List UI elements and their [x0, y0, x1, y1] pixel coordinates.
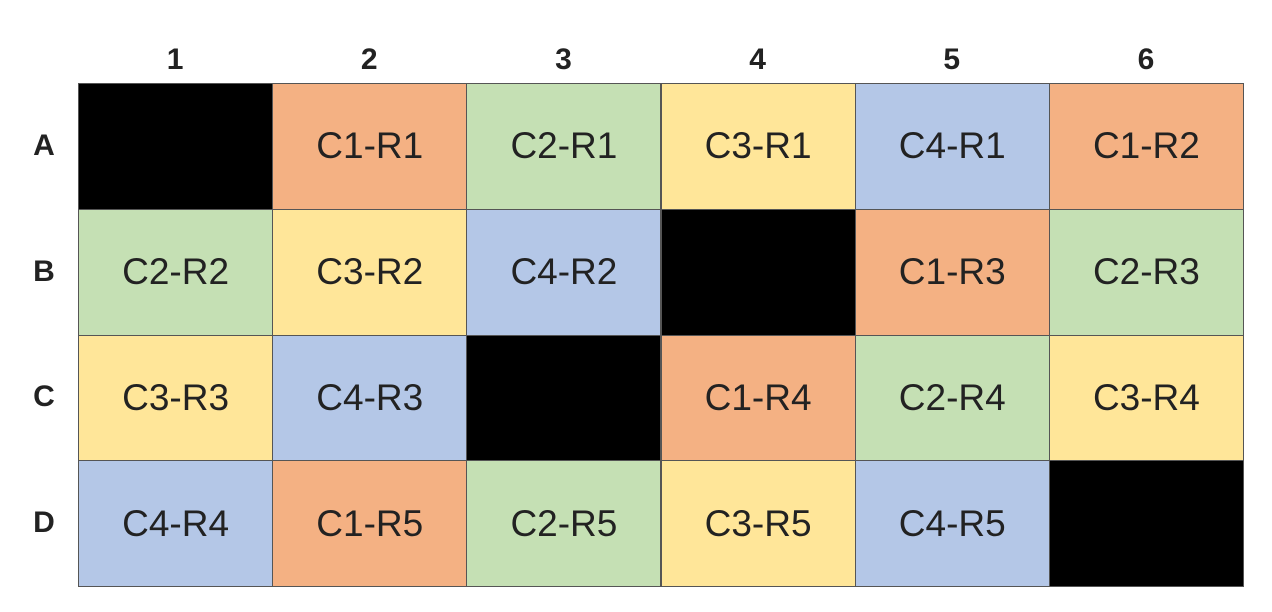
grid-cell: C3-R5 — [660, 460, 856, 587]
row-header: D — [33, 506, 55, 540]
column-header: 5 — [943, 43, 961, 76]
grid-cell: C4-R1 — [854, 83, 1050, 210]
column-header: 1 — [166, 43, 184, 76]
grid-cell — [466, 334, 662, 462]
grid-cell: C1-R3 — [854, 208, 1050, 336]
grid-cell: C4-R3 — [272, 334, 468, 462]
grid-cell: C2-R4 — [854, 334, 1050, 462]
grid-cell: C1-R1 — [272, 83, 468, 210]
grid-cell: C3-R3 — [78, 334, 274, 462]
grid-cell: C2-R3 — [1048, 208, 1244, 336]
grid-cell: C1-R5 — [272, 460, 468, 587]
column-header: 3 — [555, 43, 572, 76]
grid-cell — [78, 83, 274, 210]
grid-cell: C3-R2 — [272, 208, 468, 336]
grid-cell: C4-R2 — [466, 208, 662, 336]
column-header: 6 — [1137, 43, 1155, 76]
row-header: A — [33, 128, 55, 162]
grid-cell — [1048, 460, 1244, 587]
grid-cell: C1-R4 — [660, 334, 856, 462]
row-header: B — [33, 254, 55, 288]
grid-cell — [660, 208, 856, 336]
column-header: 4 — [749, 43, 766, 76]
grid-cell: C1-R2 — [1048, 83, 1244, 210]
grid-cell: C2-R2 — [78, 208, 274, 336]
grid-cell: C4-R5 — [854, 460, 1050, 587]
column-header: 2 — [360, 43, 378, 76]
grid-cell: C3-R1 — [660, 83, 856, 210]
grid-cell: C4-R4 — [78, 460, 274, 587]
row-header: C — [33, 380, 55, 414]
grid-cell: C2-R5 — [466, 460, 662, 587]
grid-cell: C2-R1 — [466, 83, 662, 210]
grid-cell: C3-R4 — [1048, 334, 1244, 462]
